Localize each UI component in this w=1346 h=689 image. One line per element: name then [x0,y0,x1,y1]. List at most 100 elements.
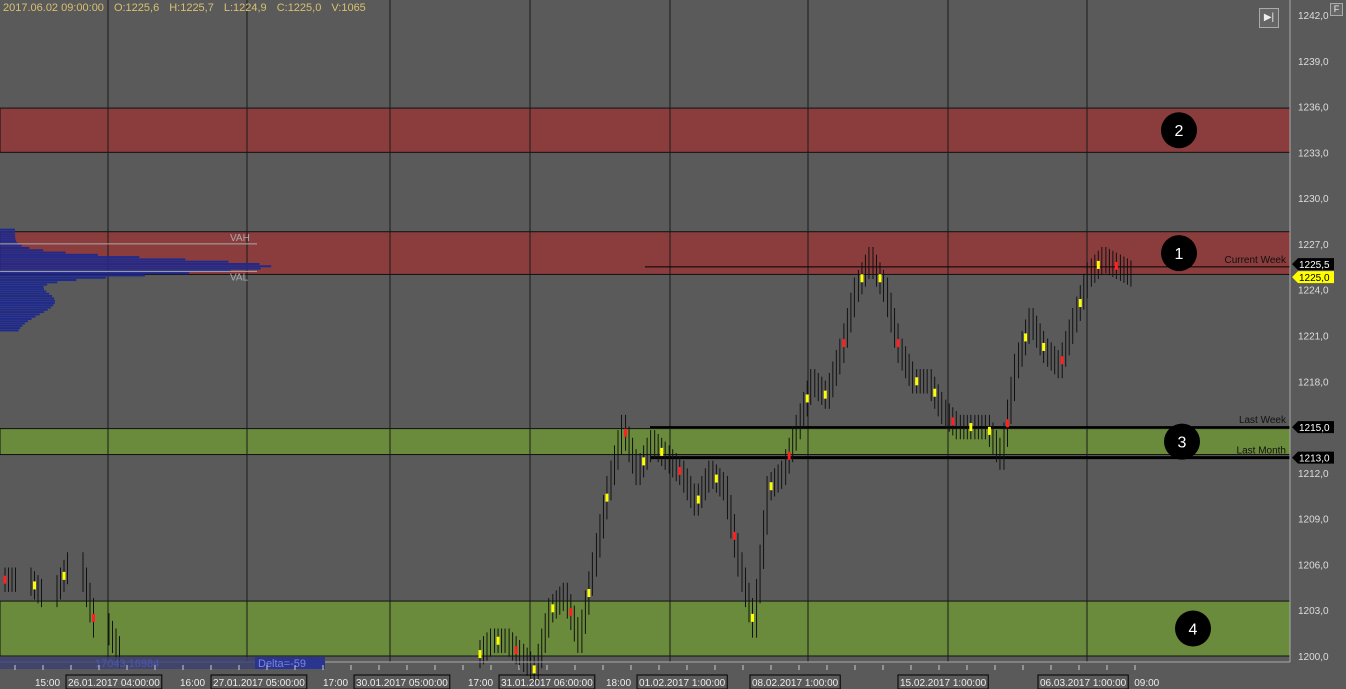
volume-cluster [532,665,536,674]
time-label: 16:00 [180,678,205,689]
volume-profile-bar [0,276,106,279]
price-tick: 1206,0 [1298,560,1329,571]
volume-profile-bar [0,265,272,268]
volume-cluster [860,274,864,283]
volume-profile-bar [0,242,18,245]
volume-profile-bar [0,317,32,320]
volume-profile-bar [0,327,21,330]
price-tick: 1218,0 [1298,377,1329,388]
volume-cluster [1042,342,1046,351]
volume-profile-bar [0,292,50,295]
zone-marker-2 [1161,112,1197,149]
time-label-box [210,674,308,689]
volume-profile-bar [0,285,44,288]
scroll-to-end-button[interactable]: ▶| [1259,8,1279,28]
time-label: 06.03.2017 1:00:00 [1040,678,1127,689]
price-tick: 1242,0 [1298,11,1329,22]
volume-profile-bar [0,233,16,236]
volume-profile-bar [0,329,19,332]
volume-profile-bar [0,311,44,314]
volume-cluster [1060,356,1064,365]
volume-cluster [751,613,754,622]
time-label-box [749,674,841,689]
volume-profile-bar [0,315,36,318]
volume-cluster [969,423,973,432]
volume-profile-bar [0,258,186,261]
price-tick: 1203,0 [1298,606,1329,617]
volume-cluster [732,531,736,540]
volume-profile-bar [0,256,140,259]
bar-datetime: 2017.06.02 09:00:00 [3,2,104,14]
open-value: O:1225,6 [113,2,160,14]
price-label: 1215,0 [1299,423,1330,434]
volume-profile-bar [0,251,66,254]
zone-2 [0,107,1291,153]
volume-profile-bar [0,283,48,286]
volume-profile-bar [0,228,16,231]
volume-cluster [496,636,500,645]
level-label: Last Month [1237,446,1286,457]
volume-cluster [92,613,95,622]
high-value: H:1225,7 [169,2,214,14]
zone-number: 2 [1175,123,1184,140]
price-label-tag [1292,421,1334,434]
volume-cluster [514,646,518,655]
price-label: 1225,0 [1299,273,1330,284]
price-tick: 1224,0 [1298,286,1329,297]
volume-profile-bar [0,272,190,275]
volume-cluster [696,495,700,504]
volume-cluster [878,274,882,283]
time-label: 08.02.2017 1:00:00 [752,678,839,689]
zone-marker-1 [1161,235,1197,272]
volume-profile-bar [0,249,44,252]
time-label: 09:00 [1134,678,1159,689]
time-label: 15.02.2017 1:00:00 [900,678,987,689]
volume-profile-bar [0,322,25,325]
volume-profile-bar [0,260,229,263]
time-label: 27.01.2017 05:00:00 [213,678,305,689]
time-label: 17:00 [323,678,348,689]
volume-cluster [3,575,7,584]
volume-profile-bar [0,263,260,266]
volume-cluster [915,377,919,386]
level-label: Current Week [1224,255,1287,266]
price-tick: 1233,0 [1298,148,1329,159]
zone-number: 4 [1189,622,1198,639]
volume-profile-bar [0,288,44,291]
volume-profile-bar [0,299,55,302]
time-label-box [1037,674,1129,689]
volume-cluster [787,451,791,460]
price-tick: 1221,0 [1298,332,1329,343]
volume-cluster [1078,299,1082,308]
corner-f-button[interactable]: F [1330,3,1343,16]
volume-profile-bar [0,267,261,270]
price-tick: 1227,0 [1298,240,1329,251]
low-value: L:1224,9 [223,2,267,14]
volume-cluster [478,650,482,659]
val-label: VAL [230,272,249,283]
volume-profile-bar [0,237,16,240]
volume-profile-bar [0,297,54,300]
volume-cluster [1006,419,1009,428]
zone-3 [0,428,1291,456]
close-value: C:1225,0 [276,2,322,14]
volume-profile-bar [0,320,28,323]
volume-profile-bar [0,269,231,272]
volume-cluster [714,474,718,483]
price-label: 1225,5 [1299,260,1330,271]
volume-cluster [569,608,573,617]
volume-profile-bar [0,253,98,256]
volume-profile-bar [0,235,16,238]
zone-marker-3 [1164,423,1200,460]
volume-cluster [587,589,591,598]
price-label-tag [1292,451,1334,464]
volume-profile-bar [0,290,47,293]
volume-profile-bar [0,240,17,243]
volume-cluster [1114,261,1118,270]
volume-cluster [896,339,900,348]
price-tick: 1236,0 [1298,103,1329,114]
time-label-box [498,674,596,689]
zone-number: 3 [1178,435,1187,452]
